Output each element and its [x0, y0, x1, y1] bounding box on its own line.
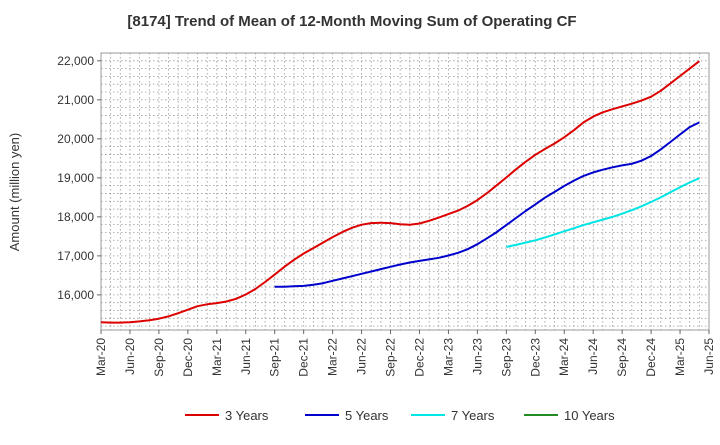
x-tick-label: Mar-23 — [441, 338, 455, 376]
series-line-3-years — [100, 60, 700, 324]
x-tick-label: Dec-23 — [528, 338, 542, 377]
x-tick-label: Sep-24 — [615, 338, 629, 377]
y-tick-label: 22,000 — [57, 54, 94, 68]
y-tick-label: 16,000 — [57, 288, 94, 302]
y-tick-label: 19,000 — [57, 171, 94, 185]
plot-frame — [100, 52, 710, 331]
y-tick-label: 20,000 — [57, 132, 94, 146]
x-tick-label: Sep-22 — [384, 338, 398, 377]
legend: 3 Years 5 Years 7 Years 10 Years — [185, 408, 615, 423]
x-tick-label: Sep-20 — [152, 338, 166, 377]
series-line-7-years — [506, 177, 700, 248]
series-layer — [100, 60, 700, 324]
x-tick-label: Jun-24 — [586, 338, 600, 375]
chart-title: [8174] Trend of Mean of 12-Month Moving … — [127, 13, 576, 30]
y-tick-label: 17,000 — [57, 249, 94, 263]
y-tick-label: 21,000 — [57, 93, 94, 107]
legend-label-7-years: 7 Years — [451, 408, 495, 423]
grid-layer — [100, 52, 710, 331]
axis-layer: 16,000 17,000 18,000 19,000 20,000 21,000 22,0… — [57, 54, 716, 377]
x-tick-label: Dec-20 — [181, 338, 195, 377]
x-tick-label: Jun-20 — [123, 338, 137, 375]
x-tick-label: Jun-23 — [470, 338, 484, 375]
x-tick-label: Sep-23 — [499, 338, 513, 377]
x-tick-label: Sep-21 — [268, 338, 282, 377]
x-tick-label: Jun-25 — [702, 338, 716, 375]
legend-label-3-years: 3 Years — [225, 408, 269, 423]
y-tick-label: 18,000 — [57, 210, 94, 224]
x-tick-label: Jun-22 — [355, 338, 369, 375]
x-tick-label: Mar-22 — [326, 338, 340, 376]
x-tick-label: Dec-21 — [297, 338, 311, 377]
legend-label-10-years: 10 Years — [564, 408, 615, 423]
y-axis-label: Amount (million yen) — [7, 133, 22, 252]
x-tick-label: Mar-24 — [557, 338, 571, 376]
x-tick-label: Mar-25 — [673, 338, 687, 376]
x-tick-label: Mar-20 — [94, 338, 108, 376]
legend-label-5-years: 5 Years — [345, 408, 389, 423]
x-tick-label: Dec-22 — [412, 338, 426, 377]
x-tick-label: Jun-21 — [239, 338, 253, 375]
series-line-5-years — [274, 121, 700, 288]
x-tick-label: Mar-21 — [210, 338, 224, 376]
x-tick-label: Dec-24 — [644, 338, 658, 377]
